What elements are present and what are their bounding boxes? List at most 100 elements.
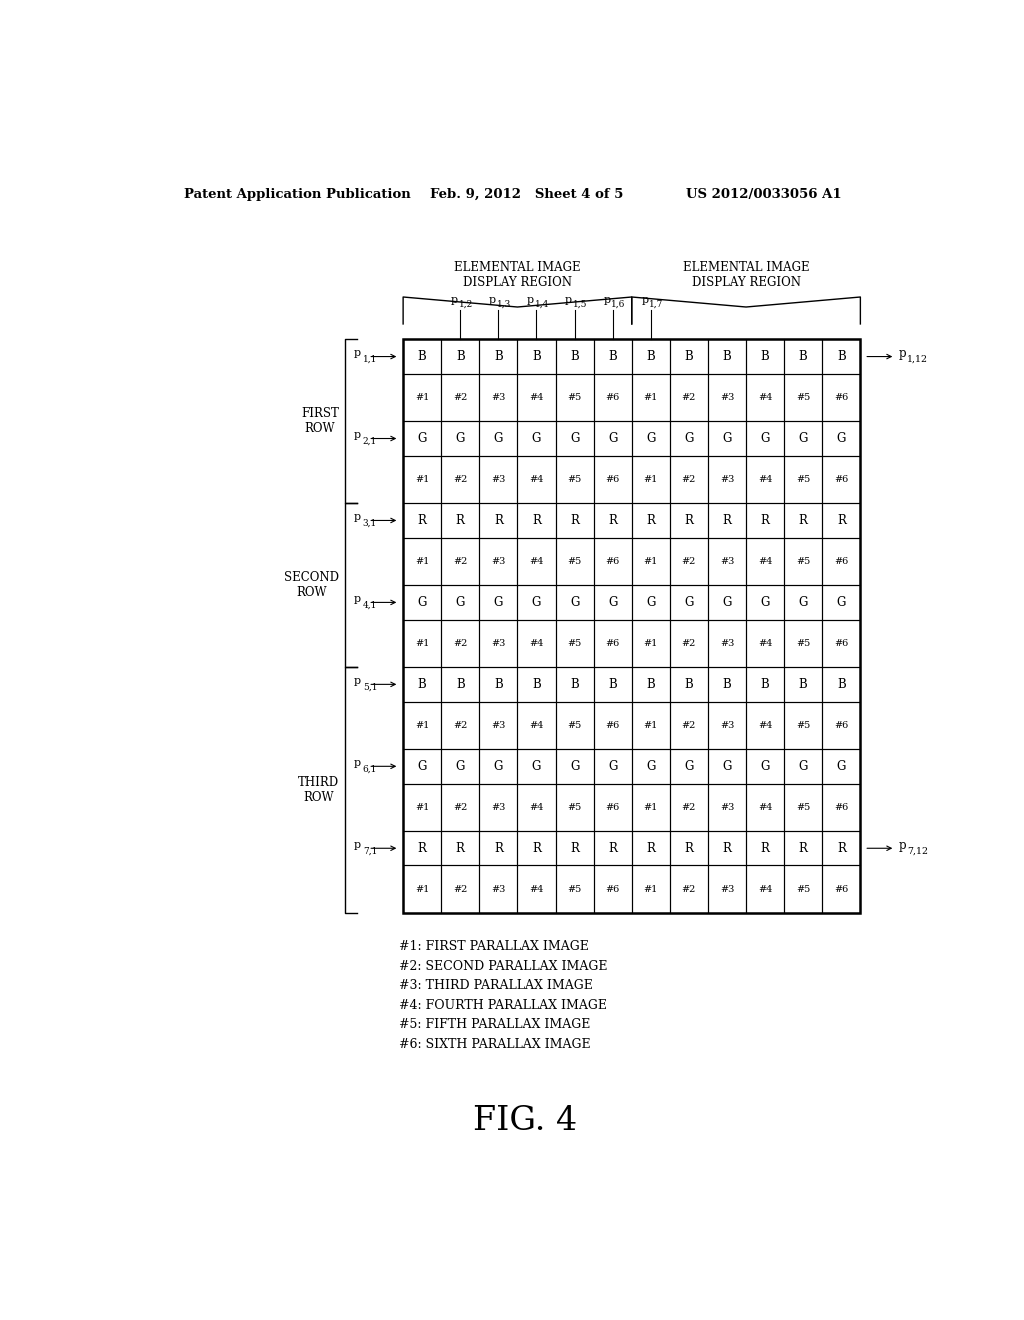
- Text: #4: #4: [529, 721, 544, 730]
- Bar: [708, 339, 746, 374]
- Text: #2: #2: [682, 721, 696, 730]
- Bar: [403, 667, 441, 701]
- Text: 1,4: 1,4: [535, 300, 549, 309]
- Bar: [594, 619, 632, 667]
- Bar: [479, 832, 517, 866]
- Bar: [556, 701, 594, 750]
- Text: #6: #6: [605, 884, 620, 894]
- Text: #1: #1: [415, 475, 429, 484]
- Bar: [670, 619, 708, 667]
- Text: #6: #6: [835, 557, 849, 566]
- Text: R: R: [608, 842, 617, 855]
- Bar: [746, 784, 784, 832]
- Text: 7,12: 7,12: [907, 847, 928, 855]
- Text: B: B: [418, 678, 427, 690]
- Text: #2: #2: [682, 475, 696, 484]
- Bar: [632, 667, 670, 701]
- Bar: [441, 784, 479, 832]
- Text: #1: #1: [644, 884, 658, 894]
- Text: #3: #3: [492, 475, 506, 484]
- Bar: [556, 537, 594, 585]
- Bar: [517, 503, 556, 537]
- Text: #5: #5: [567, 393, 582, 403]
- Text: #5: #5: [567, 721, 582, 730]
- Text: R: R: [646, 513, 655, 527]
- Bar: [632, 701, 670, 750]
- Bar: [479, 374, 517, 421]
- Bar: [594, 503, 632, 537]
- Text: #1: #1: [644, 393, 658, 403]
- Text: #3: #3: [720, 803, 734, 812]
- Bar: [517, 619, 556, 667]
- Text: R: R: [761, 513, 770, 527]
- Bar: [784, 750, 822, 784]
- Text: G: G: [570, 595, 580, 609]
- Bar: [479, 503, 517, 537]
- Text: #2: #2: [453, 639, 468, 648]
- Text: #6: #6: [605, 393, 620, 403]
- Bar: [708, 866, 746, 913]
- Bar: [822, 374, 860, 421]
- Bar: [822, 339, 860, 374]
- Bar: [746, 701, 784, 750]
- Text: p: p: [354, 348, 361, 359]
- Text: #2: #2: [682, 639, 696, 648]
- Bar: [403, 619, 441, 667]
- Text: 1,12: 1,12: [907, 355, 928, 364]
- Bar: [594, 339, 632, 374]
- Text: B: B: [646, 678, 655, 690]
- Bar: [403, 339, 441, 374]
- Text: p: p: [899, 347, 906, 360]
- Bar: [441, 832, 479, 866]
- Bar: [784, 619, 822, 667]
- Text: 1,6: 1,6: [611, 300, 626, 309]
- Bar: [784, 537, 822, 585]
- Bar: [403, 750, 441, 784]
- Bar: [670, 374, 708, 421]
- Text: G: G: [684, 760, 693, 772]
- Text: G: G: [646, 432, 655, 445]
- Bar: [441, 339, 479, 374]
- Text: #6: #6: [835, 393, 849, 403]
- Text: #6: SIXTH PARALLAX IMAGE: #6: SIXTH PARALLAX IMAGE: [399, 1038, 591, 1051]
- Bar: [708, 374, 746, 421]
- Bar: [517, 750, 556, 784]
- Bar: [784, 421, 822, 455]
- Bar: [441, 701, 479, 750]
- Text: #2: #2: [453, 884, 468, 894]
- Text: ELEMENTAL IMAGE
DISPLAY REGION: ELEMENTAL IMAGE DISPLAY REGION: [454, 261, 581, 289]
- Bar: [517, 667, 556, 701]
- Bar: [479, 784, 517, 832]
- Bar: [594, 701, 632, 750]
- Bar: [403, 455, 441, 503]
- Bar: [556, 421, 594, 455]
- Bar: [708, 503, 746, 537]
- Text: #6: #6: [605, 475, 620, 484]
- Text: p: p: [354, 430, 361, 441]
- Bar: [822, 503, 860, 537]
- Text: #4: #4: [758, 803, 772, 812]
- Bar: [670, 455, 708, 503]
- Text: #1: FIRST PARALLAX IMAGE: #1: FIRST PARALLAX IMAGE: [399, 940, 589, 953]
- Text: #5: #5: [796, 639, 810, 648]
- Text: #1: #1: [415, 721, 429, 730]
- Text: #6: #6: [605, 721, 620, 730]
- Bar: [479, 585, 517, 619]
- Bar: [670, 537, 708, 585]
- Text: B: B: [532, 678, 541, 690]
- Text: #4: #4: [758, 721, 772, 730]
- Bar: [441, 866, 479, 913]
- Bar: [822, 619, 860, 667]
- Text: #2: #2: [453, 393, 468, 403]
- Bar: [594, 374, 632, 421]
- Text: #6: #6: [605, 639, 620, 648]
- Text: #3: THIRD PARALLAX IMAGE: #3: THIRD PARALLAX IMAGE: [399, 979, 593, 993]
- Text: #2: #2: [453, 475, 468, 484]
- Text: #2: #2: [682, 884, 696, 894]
- Text: B: B: [684, 350, 693, 363]
- Text: R: R: [494, 513, 503, 527]
- Text: G: G: [570, 760, 580, 772]
- Text: G: G: [837, 595, 846, 609]
- Text: B: B: [570, 678, 579, 690]
- Text: #4: #4: [529, 884, 544, 894]
